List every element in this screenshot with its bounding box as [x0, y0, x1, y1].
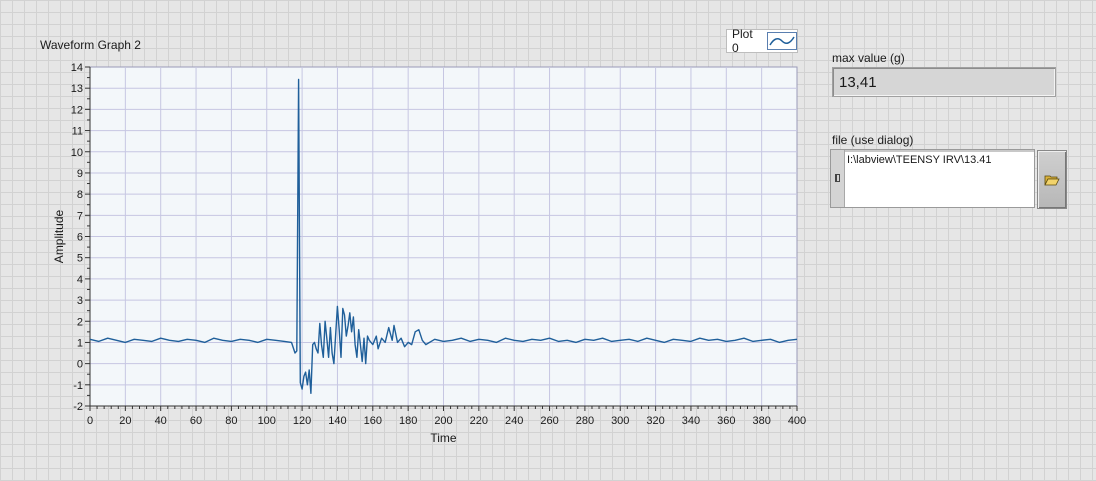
x-tick-label: 380 [752, 415, 770, 427]
max-value-indicator: 13,41 [832, 67, 1056, 97]
y-tick-label: 0 [77, 359, 83, 371]
y-tick-label: -2 [73, 401, 83, 413]
x-tick-label: 360 [717, 415, 735, 427]
x-tick-label: 100 [258, 415, 276, 427]
waveform-line-icon[interactable] [767, 32, 797, 50]
plot-legend[interactable]: Plot 0 [726, 27, 798, 55]
y-tick-label: 6 [77, 232, 83, 244]
axis-ticks [85, 66, 798, 411]
y-tick-label: 7 [77, 210, 83, 222]
x-tick-label: 260 [540, 415, 558, 427]
y-tick-label: 9 [77, 168, 83, 180]
x-axis-label: Time [430, 431, 457, 445]
x-tick-label: 160 [364, 415, 382, 427]
x-tick-label: 300 [611, 415, 629, 427]
x-tick-label: 220 [470, 415, 488, 427]
x-tick-label: 240 [505, 415, 523, 427]
y-tick-label: 14 [71, 62, 83, 74]
y-tick-label: 10 [71, 147, 83, 159]
tick-labels: 0 20 40 60 80 100 120 140 160 180 200 220 240 260 280 3… [71, 62, 806, 427]
x-tick-label: 200 [434, 415, 452, 427]
y-tick-label: 13 [71, 83, 83, 95]
y-axis-label: Amplitude [52, 210, 66, 264]
folder-open-icon [1044, 175, 1060, 185]
y-tick-label: 4 [77, 274, 83, 286]
x-tick-label: 340 [682, 415, 700, 427]
y-tick-label: 8 [77, 189, 83, 201]
x-tick-label: 40 [155, 415, 167, 427]
y-tick-label: 1 [77, 337, 83, 349]
y-tick-label: 2 [77, 316, 83, 328]
x-tick-label: 400 [788, 415, 806, 427]
graph-title: Waveform Graph 2 [40, 38, 141, 52]
grid-lines [90, 67, 797, 406]
y-tick-label: 3 [77, 295, 83, 307]
y-tick-label: 12 [71, 104, 83, 116]
x-tick-label: 60 [190, 415, 202, 427]
y-tick-label: 11 [72, 126, 83, 138]
file-path-control[interactable]: I:\labview\TEENSY IRV\13.41 [830, 149, 1035, 208]
browse-button[interactable] [1037, 150, 1067, 209]
plot-0-trace [89, 78, 798, 394]
file-path-input[interactable]: I:\labview\TEENSY IRV\13.41 [847, 154, 992, 166]
x-tick-label: 320 [646, 415, 664, 427]
x-tick-label: 180 [399, 415, 417, 427]
max-value-label: max value (g) [832, 51, 905, 65]
x-tick-label: 80 [225, 415, 237, 427]
x-tick-label: 0 [87, 415, 93, 427]
y-tick-label: 5 [77, 253, 83, 265]
path-type-icon [835, 174, 840, 182]
path-browse-handle[interactable] [831, 150, 845, 207]
x-tick-label: 120 [293, 415, 311, 427]
y-tick-label: -1 [73, 380, 83, 392]
x-tick-label: 140 [328, 415, 346, 427]
x-tick-label: 20 [119, 415, 131, 427]
legend-label: Plot 0 [732, 27, 753, 55]
file-path-label: file (use dialog) [832, 133, 914, 147]
x-tick-label: 280 [576, 415, 594, 427]
